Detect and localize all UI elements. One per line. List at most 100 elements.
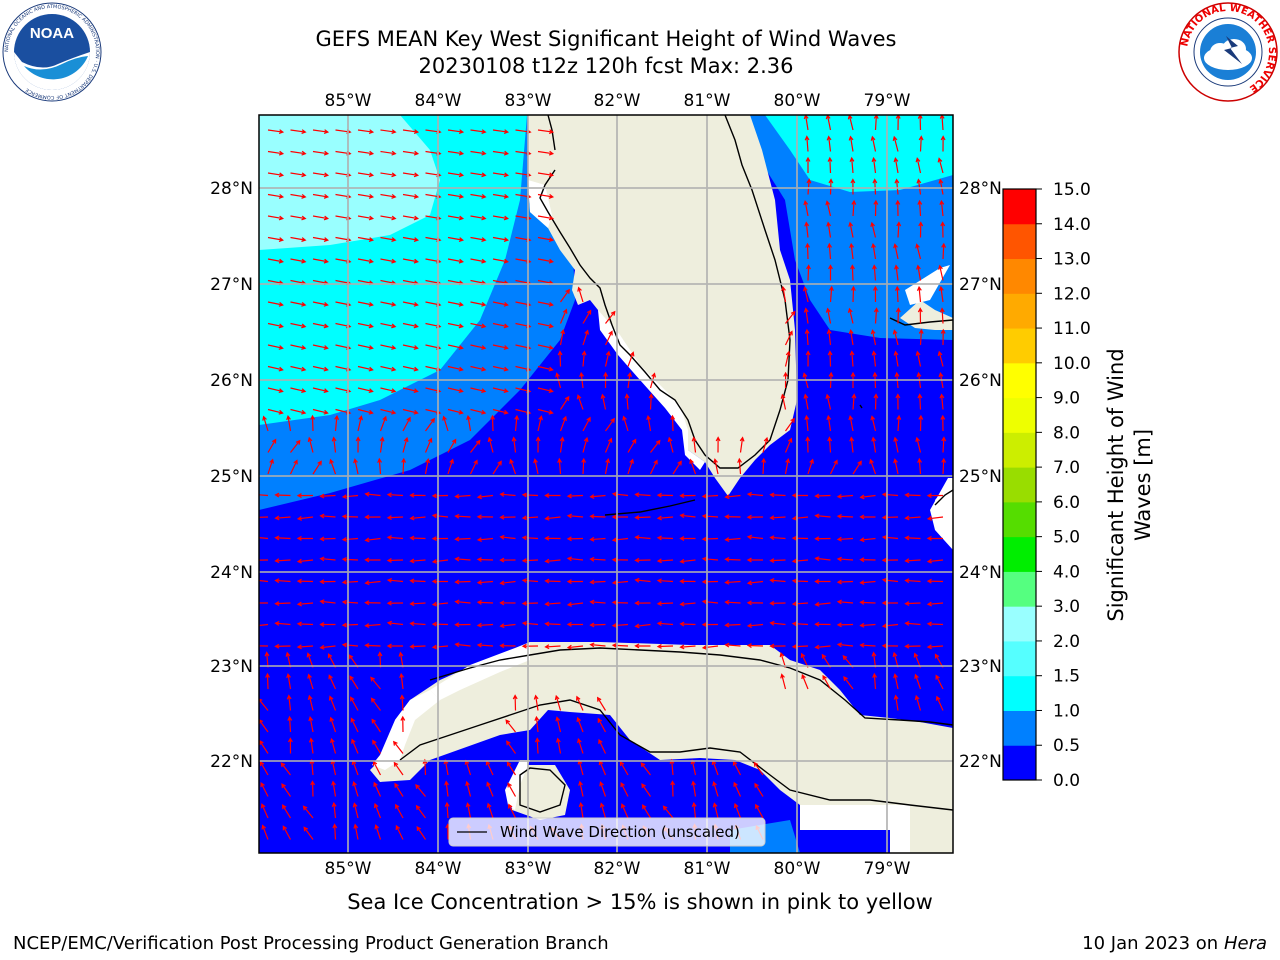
wave-direction-arrow [286,414,292,432]
lon-label: 81°W [684,91,731,111]
colorbar [1002,188,1037,781]
wave-direction-arrow [267,236,284,242]
wave-direction-arrow [691,801,697,819]
wave-direction-arrow [499,492,516,497]
wave-direction-arrow [454,622,471,628]
wave-direction-arrow [290,258,307,264]
wave-direction-arrow [940,328,946,346]
wave-direction-arrow [804,135,810,152]
wave-direction-arrow [296,644,314,650]
wave-direction-arrow [650,439,661,453]
wave-direction-arrow [826,414,832,432]
wave-direction-arrow [859,494,876,500]
wave-direction-arrow [329,458,337,475]
wave-direction-arrow [274,621,291,626]
wave-direction-arrow [259,623,269,627]
wave-direction-arrow [521,643,539,649]
wave-direction-arrow [402,193,420,199]
wave-direction-arrow [286,694,292,711]
wave-direction-arrow [784,330,793,346]
graticule [259,115,953,853]
wave-direction-arrow [826,328,832,346]
wave-direction-arrow [470,258,487,264]
wave-direction-arrow [312,236,329,242]
wave-direction-arrow [724,557,741,562]
wave-direction-arrow [566,644,584,650]
colorbar-tick-label: 0.5 [1053,736,1080,756]
wave-direction-arrow [917,307,923,324]
lat-label: 28°N [210,179,253,199]
map-frame [258,114,954,854]
wave-direction-arrow [281,783,291,797]
wave-direction-arrow [402,258,419,264]
wave-direction-arrow [267,193,285,199]
wave-direction-arrow [769,558,786,563]
wave-direction-arrow [476,622,494,628]
wave-direction-arrow [312,172,330,178]
wave-direction-arrow [881,600,898,606]
wave-direction-arrow [627,438,637,453]
wave-direction-arrow [848,328,854,346]
map-legend: Wind Wave Direction (unscaled) [448,817,766,847]
wave-direction-arrow [521,558,539,564]
wave-direction-arrow [904,601,921,606]
wave-direction-arrow [319,622,336,627]
wave-direction-arrow [791,515,809,521]
wave-direction-arrow [904,558,921,564]
wave-direction-arrow [352,802,359,819]
wave-direction-arrow [761,457,767,475]
wave-direction-arrow [691,436,697,453]
wave-direction-arrow [274,535,291,541]
wave-direction-arrow [739,436,745,453]
wave-direction-arrow [679,621,696,627]
wave-direction-arrow [896,414,902,432]
wave-direction-arrow [679,558,696,564]
wave-direction-arrow [476,579,494,585]
credit-right: 10 Jan 2023 on Hera [1082,933,1267,954]
wave-direction-arrow [904,643,921,649]
wave-direction-arrow [499,534,516,540]
wave-direction-arrow [454,556,471,562]
wave-direction-arrow [851,393,857,410]
wave-direction-arrow [267,258,284,264]
wave-direction-arrow [386,600,404,606]
wave-direction-arrow [492,301,509,307]
wave-direction-arrow [386,643,403,649]
wave-direction-arrow [447,438,457,453]
wave-direction-arrow [364,643,381,648]
wave-direction-arrow [534,737,540,754]
wave-direction-arrow [303,826,314,840]
wave-direction-arrow [870,221,877,238]
wave-direction-arrow [859,580,876,585]
wave-direction-arrow [836,556,854,562]
wave-direction-arrow [499,623,516,629]
wave-direction-arrow [447,258,464,264]
colorbar-tick-label: 4.0 [1053,562,1080,582]
wave-direction-arrow [701,513,719,519]
wave-direction-arrow [746,491,764,497]
wave-direction-arrow [701,493,719,499]
wave-direction-arrow [679,536,696,541]
wave-direction-arrow [380,365,397,372]
wave-direction-arrow [319,599,336,605]
wave-direction-arrow [802,286,809,303]
colorbar-tick-label: 2.0 [1053,632,1080,652]
wave-direction-arrow [274,515,291,521]
wave-direction-arrow [791,601,809,607]
colorbar-tick-label: 5.0 [1053,528,1080,548]
wave-direction-arrow [762,436,769,453]
wave-direction-arrow [669,758,675,776]
colorbar-tick-label: 15.0 [1053,180,1091,200]
wave-direction-arrow [672,460,682,475]
wave-direction-arrow [893,673,899,690]
wave-direction-arrow [859,600,876,605]
credit-left: NCEP/EMC/Verification Post Processing Pr… [13,933,609,954]
wave-direction-arrow [492,322,509,329]
wave-direction-arrow [724,622,741,628]
wave-direction-arrow [470,236,487,242]
wave-direction-arrow [670,780,676,797]
wave-direction-arrow [351,738,359,754]
wave-direction-arrow [332,823,338,840]
wave-direction-arrow [873,393,879,410]
wave-direction-arrow [447,301,464,307]
